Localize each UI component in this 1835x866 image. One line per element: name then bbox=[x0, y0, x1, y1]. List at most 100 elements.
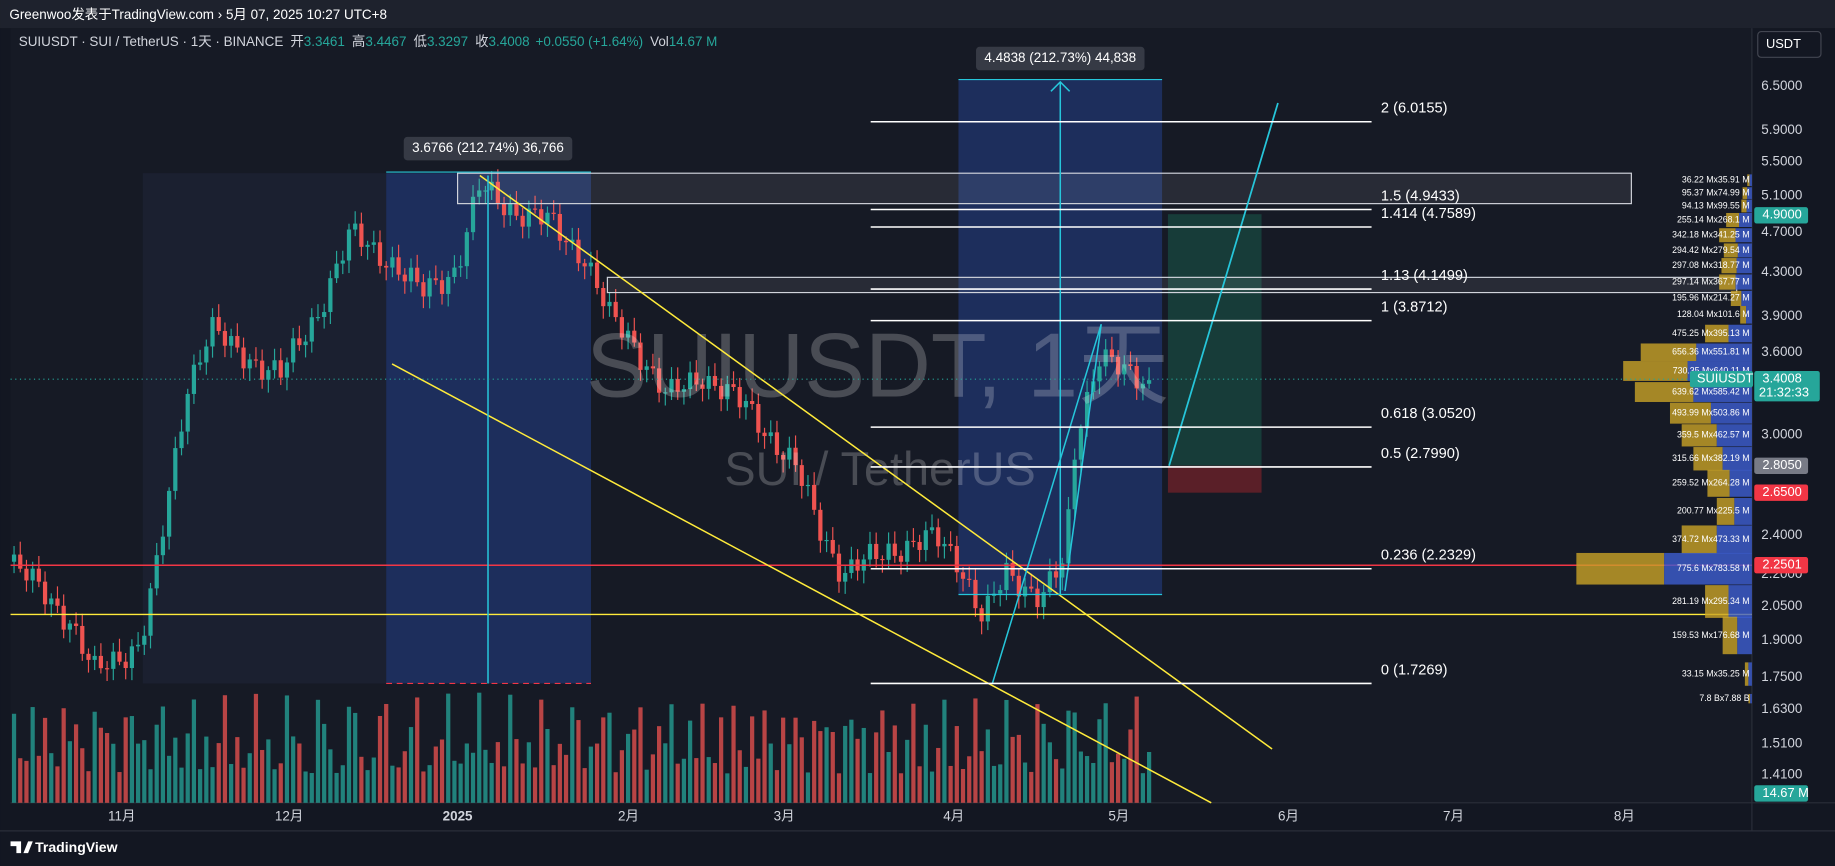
time-axis-label: 6月 bbox=[1278, 808, 1299, 823]
profile-label: 775.6 Mx783.58 M bbox=[1677, 563, 1750, 573]
volume-bar bbox=[954, 726, 959, 803]
candle-body bbox=[743, 400, 749, 408]
price-tag bbox=[1754, 785, 1809, 802]
candle-body bbox=[142, 635, 147, 645]
candle-body bbox=[1103, 349, 1108, 367]
volume-bar bbox=[979, 751, 984, 803]
legend-symbol: SUIUSDT · SUI / TetherUS · 1天 · BINANCE bbox=[19, 34, 284, 49]
candle-body bbox=[1078, 428, 1083, 460]
candle-body bbox=[55, 598, 60, 606]
volume-bar bbox=[1084, 756, 1090, 803]
volume-bar bbox=[874, 732, 879, 803]
volume-bar bbox=[489, 762, 494, 803]
volume-bar bbox=[154, 724, 159, 803]
candle-body bbox=[1146, 380, 1152, 384]
volume-bar bbox=[526, 742, 531, 803]
price-tag-label: 2.8050 bbox=[1762, 457, 1801, 472]
price-tag bbox=[1754, 557, 1809, 574]
candle-body bbox=[588, 262, 593, 267]
candle-body bbox=[384, 265, 389, 268]
candle-body bbox=[768, 432, 773, 437]
volume-bar bbox=[470, 752, 476, 803]
price-axis-label: 4.7000 bbox=[1761, 224, 1802, 239]
volume-bar bbox=[843, 725, 848, 803]
volume-bar bbox=[563, 754, 569, 803]
candle-body bbox=[359, 223, 364, 247]
candle-body bbox=[694, 372, 699, 385]
price-tag bbox=[1754, 457, 1809, 474]
candle-body bbox=[11, 554, 17, 562]
profile-bar-sell bbox=[1739, 212, 1752, 228]
profile-label: 656.36 Mx551.81 M bbox=[1672, 347, 1749, 357]
fib-label: 0 (1.7269) bbox=[1381, 662, 1448, 678]
volume-bar bbox=[539, 699, 544, 803]
volume-bar bbox=[632, 729, 637, 803]
stop-zone bbox=[1167, 465, 1262, 493]
fib-label: 0.236 (2.2329) bbox=[1381, 548, 1476, 564]
profile-bar-buy bbox=[1744, 662, 1749, 686]
candle-body bbox=[520, 215, 525, 227]
candle-body bbox=[470, 196, 476, 233]
price-axis-label: 2.4000 bbox=[1761, 527, 1802, 542]
volume-bar bbox=[638, 707, 643, 803]
profile-bar-buy bbox=[1634, 382, 1694, 402]
volume-bar bbox=[421, 771, 426, 803]
volume-bar bbox=[1097, 719, 1102, 803]
volume-bar bbox=[495, 742, 500, 803]
candle-body bbox=[1066, 509, 1071, 564]
candle-body bbox=[867, 543, 873, 560]
legend-vol-label: Vol bbox=[650, 34, 669, 49]
fib-label: 1.414 (4.7589) bbox=[1381, 206, 1476, 222]
volume-bar bbox=[898, 773, 904, 803]
volume-bar bbox=[750, 716, 755, 803]
legend: SUIUSDT · SUI / TetherUS · 1天 · BINANCE 开… bbox=[19, 33, 718, 49]
volume-bar bbox=[681, 758, 687, 803]
candle-body bbox=[1122, 364, 1127, 375]
candle-body bbox=[892, 543, 897, 556]
volume-bar bbox=[520, 763, 525, 803]
candle-body bbox=[948, 543, 953, 546]
volume-bar bbox=[117, 772, 122, 803]
currency[interactable]: USDT bbox=[1766, 36, 1801, 51]
volume-bar bbox=[222, 695, 228, 803]
candles bbox=[11, 169, 1152, 682]
volume-bar bbox=[960, 769, 966, 803]
profile-bar-buy bbox=[1623, 361, 1688, 381]
candle-body bbox=[911, 540, 916, 543]
candle-body bbox=[154, 555, 159, 589]
candle-body bbox=[402, 274, 407, 282]
volume-bar bbox=[1047, 742, 1052, 803]
candle-body bbox=[582, 263, 587, 267]
candle-body bbox=[1115, 356, 1121, 375]
legend-field-value: 3.4467 bbox=[365, 34, 406, 49]
candle-body bbox=[1035, 588, 1040, 608]
candle-body bbox=[315, 317, 321, 319]
candle-body bbox=[532, 208, 538, 210]
candle-body bbox=[185, 393, 190, 432]
candle-body bbox=[731, 384, 736, 388]
zone bbox=[142, 173, 387, 684]
candle-body bbox=[514, 203, 519, 216]
currency-button[interactable] bbox=[1757, 31, 1822, 58]
volume-bar bbox=[1053, 759, 1059, 803]
candle-body bbox=[787, 447, 792, 460]
candle-body bbox=[30, 568, 35, 581]
candle-body bbox=[675, 378, 680, 392]
candle-body bbox=[452, 267, 457, 277]
profile-bar-buy bbox=[1723, 243, 1738, 258]
volume-bar bbox=[607, 712, 612, 803]
profile-label: 294.42 Mx279.54 M bbox=[1672, 245, 1749, 255]
candle-body bbox=[1060, 563, 1065, 578]
profile-label: 374.72 Mx473.33 M bbox=[1672, 534, 1749, 544]
candle-body bbox=[700, 384, 705, 389]
volume-bar bbox=[433, 746, 438, 803]
profile-bar-sell bbox=[1737, 616, 1752, 655]
candle-body bbox=[1140, 383, 1146, 389]
projection-line bbox=[991, 323, 1102, 684]
candle-body bbox=[247, 359, 252, 369]
trend-line bbox=[391, 363, 1212, 804]
profile-bar-buy bbox=[1707, 469, 1730, 497]
time-axis-label: 4月 bbox=[943, 808, 964, 823]
volume-bar bbox=[198, 769, 203, 803]
profile-label: 7.8 Bx7.88 B bbox=[1699, 693, 1749, 703]
